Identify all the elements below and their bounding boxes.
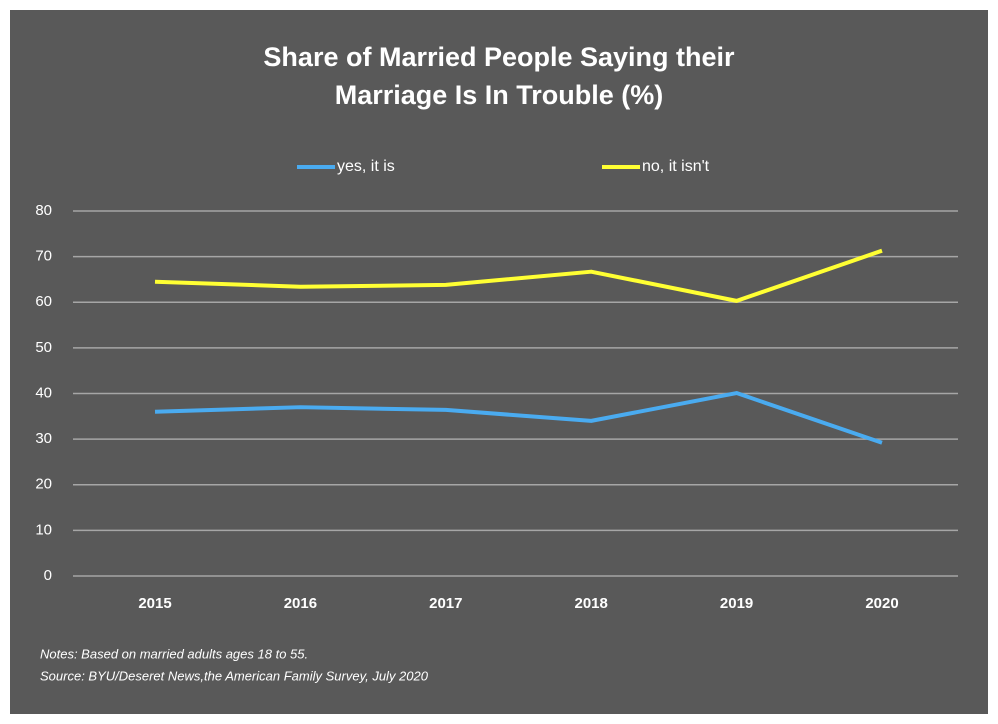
series-line — [154, 248, 883, 303]
x-tick-label: 2019 — [720, 595, 753, 612]
y-tick-label: 70 — [35, 248, 52, 265]
y-tick-label: 80 — [35, 202, 52, 219]
y-tick-label: 60 — [35, 293, 52, 310]
chart-title: Share of Married People Saying their Mar… — [263, 42, 735, 110]
x-tick-label: 2015 — [138, 595, 171, 612]
legend-label: yes, it is — [337, 158, 395, 175]
y-tick-label: 40 — [35, 384, 52, 401]
series-line — [154, 391, 883, 445]
y-tick-label: 10 — [35, 521, 52, 538]
x-tick-label: 2020 — [865, 595, 898, 612]
chart-background — [10, 10, 988, 714]
y-tick-label: 50 — [35, 339, 52, 356]
y-tick-label: 20 — [35, 476, 52, 493]
note: Source: BYU/Deseret News,the American Fa… — [40, 668, 429, 683]
y-tick-label: 0 — [44, 567, 52, 584]
note: Notes: Based on married adults ages 18 t… — [40, 646, 308, 661]
x-tick-label: 2017 — [429, 595, 462, 612]
legend-label: no, it isn't — [642, 158, 710, 175]
x-tick-label: 2016 — [284, 595, 317, 612]
y-tick-label: 30 — [35, 430, 52, 447]
x-tick-label: 2018 — [575, 595, 608, 612]
